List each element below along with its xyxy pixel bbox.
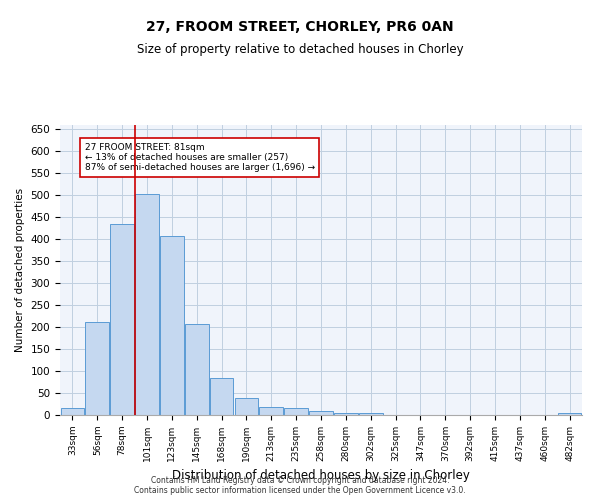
Text: Contains HM Land Registry data © Crown copyright and database right 2024.
Contai: Contains HM Land Registry data © Crown c… — [134, 476, 466, 495]
Bar — [284, 408, 308, 415]
Bar — [359, 413, 383, 415]
Bar — [135, 194, 159, 415]
Bar — [259, 407, 283, 415]
Bar — [85, 322, 109, 415]
Bar — [558, 413, 581, 415]
Bar — [235, 398, 258, 415]
Text: Size of property relative to detached houses in Chorley: Size of property relative to detached ho… — [137, 42, 463, 56]
Y-axis label: Number of detached properties: Number of detached properties — [15, 188, 25, 352]
Bar — [61, 408, 84, 415]
Bar — [185, 324, 209, 415]
Bar — [160, 236, 184, 415]
X-axis label: Distribution of detached houses by size in Chorley: Distribution of detached houses by size … — [172, 470, 470, 482]
Bar — [309, 410, 333, 415]
Text: 27, FROOM STREET, CHORLEY, PR6 0AN: 27, FROOM STREET, CHORLEY, PR6 0AN — [146, 20, 454, 34]
Bar — [210, 378, 233, 415]
Bar — [334, 413, 358, 415]
Bar — [110, 224, 134, 415]
Text: 27 FROOM STREET: 81sqm
← 13% of detached houses are smaller (257)
87% of semi-de: 27 FROOM STREET: 81sqm ← 13% of detached… — [85, 142, 315, 172]
